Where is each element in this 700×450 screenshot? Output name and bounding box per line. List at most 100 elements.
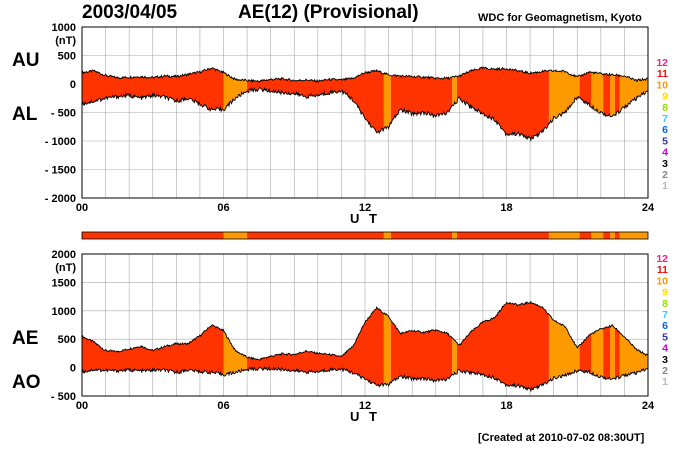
y-tick-label: 500	[58, 51, 76, 63]
x-tick-label: 00	[76, 400, 88, 412]
series-fill-segment	[614, 67, 620, 141]
y-tick-label: - 2000	[45, 193, 76, 205]
chart-title: AE(12) (Provisional)	[238, 2, 419, 23]
x-tick-label: 24	[642, 400, 655, 412]
strip-segment	[82, 232, 224, 239]
legend-item: 7	[662, 309, 668, 321]
legend-item: 8	[662, 298, 668, 310]
strip-segment	[383, 232, 391, 239]
legend-item: 1	[662, 376, 668, 388]
series-fill-segment	[383, 67, 391, 141]
series-line-ao	[81, 365, 649, 393]
label-au: AU	[12, 50, 40, 71]
series-fill-segment	[591, 67, 604, 141]
y-tick-label: - 1500	[45, 165, 76, 177]
label-ae: AE	[12, 328, 39, 349]
series-fill-segment	[610, 301, 615, 391]
strip-segment	[456, 232, 549, 239]
legend-item: 10	[656, 275, 668, 287]
series-fill-segment	[223, 301, 248, 391]
activity-strip	[81, 231, 649, 240]
strip-segment	[452, 232, 457, 239]
legend-item: 2	[662, 169, 668, 181]
legend-item: 12	[656, 57, 668, 69]
x-tick-label: 18	[500, 202, 512, 214]
bottom-panel: 2000 1500 1000 500 0 - 500 (nT) 00 06 12 18 24 U T	[51, 249, 655, 424]
legend-item: 2	[662, 365, 668, 377]
series-line-al	[81, 86, 649, 142]
legend-item: 5	[662, 135, 668, 147]
x-axis-label: U T	[350, 211, 380, 226]
data-source: WDC for Geomagnetism, Kyoto	[478, 12, 642, 24]
x-tick-label: 06	[217, 202, 229, 214]
legend-item: 3	[662, 354, 668, 366]
series-fill-segment	[452, 301, 457, 391]
y-axis-label: (nT)	[55, 262, 76, 274]
strip-segment	[390, 232, 453, 239]
created-stamp: [Created at 2010-07-02 08:30UT]	[478, 432, 645, 444]
x-axis-label: U T	[350, 409, 380, 424]
y-axis-label: (nT)	[55, 35, 76, 47]
legend-item: 11	[657, 68, 668, 80]
legend-item: 10	[656, 79, 668, 91]
series-fill-segment	[390, 301, 453, 391]
strip-segment	[591, 232, 604, 239]
series-fill-segment	[579, 301, 592, 391]
y-tick-label: - 500	[51, 108, 76, 120]
series-fill-segment	[619, 301, 648, 391]
y-tick-label: - 500	[51, 391, 76, 403]
strip-segment	[610, 232, 615, 239]
strip-segment	[579, 232, 592, 239]
legend-item: 9	[662, 91, 668, 103]
legend-item: 1	[662, 180, 668, 192]
strip-segment	[603, 232, 611, 239]
x-tick-label: 12	[359, 400, 371, 412]
y-tick-label: 1000	[52, 306, 76, 318]
series-fill-segment	[383, 301, 391, 391]
y-tick-label: 0	[70, 363, 76, 375]
legend-item: 9	[662, 287, 668, 299]
series-fill-segment	[591, 301, 604, 391]
y-tick-label: 2000	[52, 249, 76, 261]
legend-item: 5	[662, 331, 668, 343]
legend-item: 7	[662, 113, 668, 125]
series-fill-segment	[603, 301, 611, 391]
label-al: AL	[12, 104, 38, 125]
strip-frame	[81, 231, 649, 240]
legend-item: 6	[662, 320, 668, 332]
y-tick-label: 1500	[52, 277, 76, 289]
series-fill-segment	[603, 67, 611, 141]
strip-segment	[619, 232, 648, 239]
series-fill-segment	[456, 301, 549, 391]
x-tick-label: 18	[500, 400, 512, 412]
series-line-ae	[81, 300, 649, 361]
legend-item: 3	[662, 158, 668, 170]
x-tick-label: 00	[76, 202, 88, 214]
strip-segment	[614, 232, 620, 239]
x-tick-label: 24	[642, 202, 655, 214]
x-tick-label: 06	[217, 400, 229, 412]
strip-segment	[247, 232, 384, 239]
strip-segment	[223, 232, 248, 239]
y-tick-label: 0	[70, 79, 76, 91]
label-ao: AO	[12, 372, 41, 393]
x-tick-label: 12	[359, 202, 371, 214]
legend-item: 11	[657, 264, 668, 276]
legend-item: 6	[662, 124, 668, 136]
top-panel: 1000 500 0 - 500 - 1000 - 1500 - 2000 (nT) 00 06 1…	[45, 22, 655, 226]
series-fill-segment	[614, 301, 620, 391]
strip-segment	[548, 232, 580, 239]
legend-item: 4	[662, 343, 668, 355]
y-tick-label: - 1000	[45, 136, 76, 148]
plot-frame	[81, 253, 649, 397]
y-tick-label: 1000	[52, 22, 76, 34]
y-tick-label: 500	[58, 334, 76, 346]
series-fill-segment	[610, 67, 615, 141]
legend-item: 8	[662, 102, 668, 114]
legend-item: 4	[662, 147, 668, 159]
chart-date: 2003/04/05	[82, 2, 178, 23]
legend-item: 12	[656, 253, 668, 265]
